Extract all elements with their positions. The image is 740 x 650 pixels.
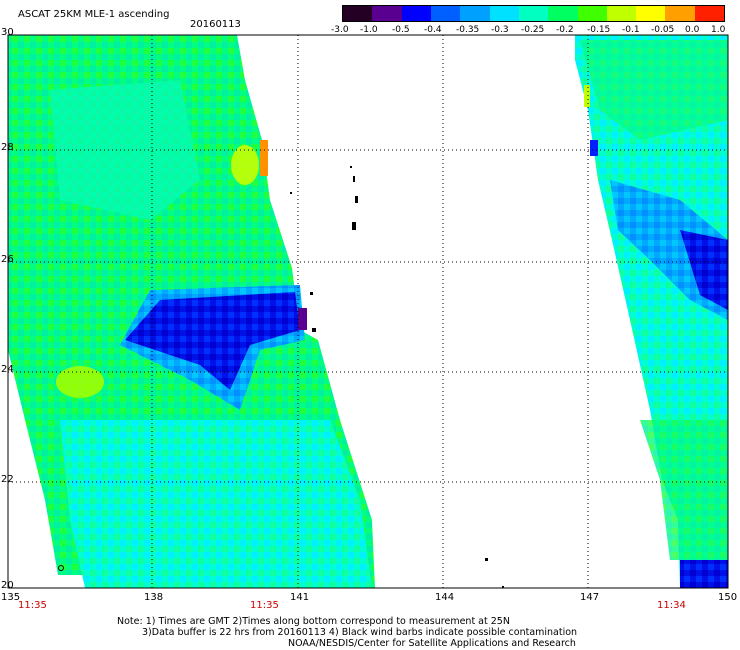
lon-label: 150 [718, 592, 738, 603]
lat-label: 28 [1, 142, 14, 153]
footer-note-1: Note: 1) Times are GMT 2)Times along bot… [117, 616, 510, 627]
colorbar-label: -3.0 [331, 25, 349, 35]
colorbar-swatch [401, 6, 431, 21]
lon-label: 141 [290, 592, 310, 603]
colorbar-swatch [460, 6, 490, 21]
colorbar-swatch [489, 6, 519, 21]
colorbar-label: 1.0 [711, 25, 726, 35]
pass-time: 11:34 [657, 600, 686, 611]
colorbar-label: -0.2 [556, 25, 574, 35]
colorbar-label: -0.25 [521, 25, 545, 35]
lat-label: 26 [1, 254, 14, 265]
map-frame [7, 34, 729, 589]
colorbar-swatch [372, 6, 402, 21]
colorbar-swatch [694, 6, 725, 21]
colorbar [342, 5, 725, 22]
right-swath [575, 35, 728, 588]
colorbar-label: -0.1 [622, 25, 640, 35]
colorbar-label: -0.35 [456, 25, 480, 35]
colorbar-label: -0.3 [491, 25, 509, 35]
colorbar-swatch [548, 6, 578, 21]
graticule [8, 35, 728, 588]
colorbar-label: -1.0 [360, 25, 378, 35]
colorbar-label: 0.0 [685, 25, 700, 35]
colorbar-swatch [430, 6, 461, 21]
colorbar-swatch [665, 6, 695, 21]
footer-credit: NOAA/NESDIS/Center for Satellite Applica… [288, 638, 576, 649]
lat-label: 20 [1, 580, 14, 591]
lon-label: 138 [144, 592, 164, 603]
lat-label: 24 [1, 364, 14, 375]
left-swath [8, 35, 375, 588]
colorbar-label: -0.4 [424, 25, 442, 35]
colorbar-label: -0.5 [392, 25, 410, 35]
islands [58, 166, 504, 588]
lat-label: 30 [1, 27, 14, 38]
lon-label: 147 [580, 592, 600, 603]
colorbar-label: -0.15 [587, 25, 611, 35]
colorbar-swatch [606, 6, 637, 21]
date-label: 20160113 [190, 19, 241, 30]
colorbar-swatch [518, 6, 549, 21]
pass-time: 11:35 [18, 600, 47, 611]
pass-time: 11:35 [250, 600, 279, 611]
colorbar-swatch [577, 6, 607, 21]
colorbar-label: -0.05 [651, 25, 675, 35]
product-title: ASCAT 25KM MLE-1 ascending [18, 9, 170, 20]
colorbar-swatch [636, 6, 666, 21]
footer-note-2: 3)Data buffer is 22 hrs from 20160113 4)… [142, 627, 578, 638]
lon-label: 135 [1, 592, 21, 603]
lat-label: 22 [1, 474, 14, 485]
colorbar-swatch [343, 6, 373, 21]
lon-label: 144 [435, 592, 455, 603]
